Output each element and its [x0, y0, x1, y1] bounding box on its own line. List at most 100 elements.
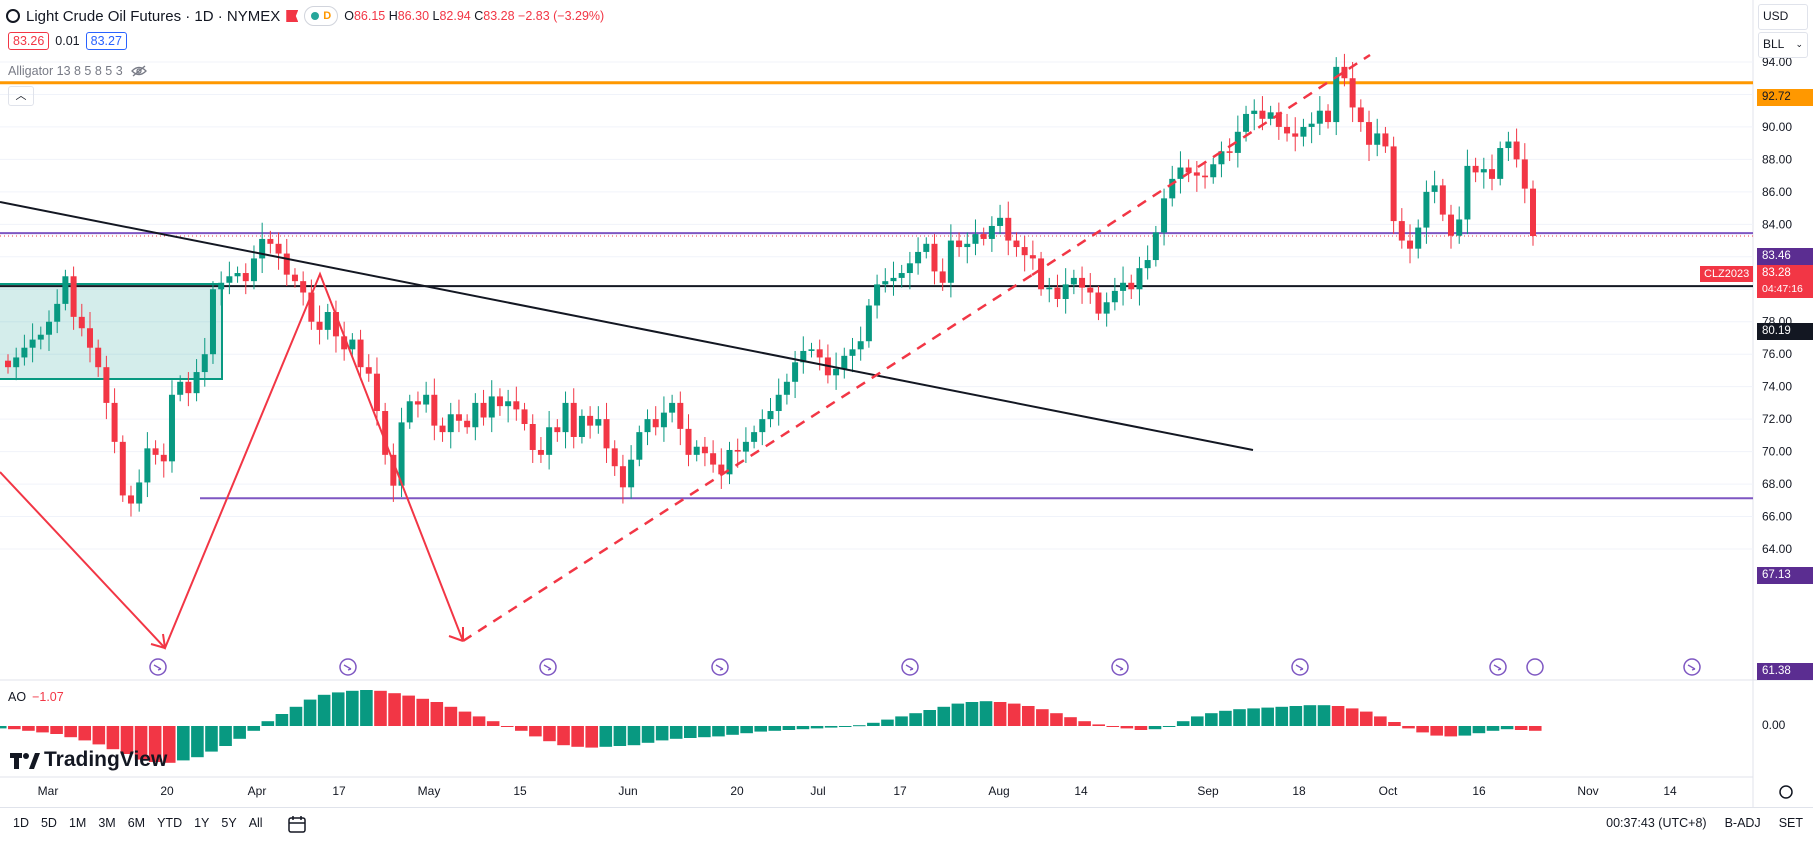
candle-body	[874, 284, 881, 306]
candle-body	[1439, 185, 1446, 215]
period-button-1y[interactable]: 1Y	[194, 816, 210, 830]
price-tag-black[interactable]: 80.19	[1757, 323, 1813, 340]
unit-selector[interactable]: BLL ⌄	[1758, 32, 1808, 58]
period-button-1d[interactable]: 1D	[13, 816, 29, 830]
candle-body	[865, 305, 872, 342]
event-marker-arrow-icon	[1115, 664, 1124, 671]
candle-body	[701, 446, 708, 454]
candle-body	[988, 225, 995, 239]
ohlc-values: O86.15 H86.30 L82.94 C83.28 −2.83 (−3.29…	[344, 9, 605, 23]
candle-body	[587, 415, 594, 426]
candle-body	[1292, 133, 1299, 137]
period-button-all[interactable]: All	[248, 816, 263, 830]
y-tick-label: 64.00	[1762, 542, 1792, 556]
candle-body	[152, 448, 159, 455]
period-button-5d[interactable]: 5D	[40, 816, 57, 830]
candle-body	[1046, 287, 1053, 290]
ao-bar	[1036, 709, 1049, 726]
period-button-ytd[interactable]: YTD	[157, 816, 183, 830]
candle-body	[119, 441, 126, 496]
candle-body	[783, 381, 790, 395]
ao-bar	[50, 726, 63, 734]
x-tick-label: 14	[1663, 784, 1677, 798]
candle-body	[1521, 159, 1528, 189]
currency-selector[interactable]: USD	[1758, 4, 1808, 30]
tradingview-logo[interactable]: TradingView	[10, 748, 167, 772]
candle-body	[1218, 151, 1225, 165]
bid-button[interactable]: 83.26	[8, 32, 50, 50]
candle-body	[1005, 217, 1012, 241]
ao-bar	[754, 726, 767, 732]
ao-bar	[1500, 726, 1514, 730]
ao-bar	[571, 726, 584, 747]
ao-bar	[965, 702, 979, 726]
candle-body	[1259, 110, 1266, 119]
x-tick-label: Sep	[1197, 784, 1219, 798]
ao-bar	[543, 726, 556, 742]
candle-body	[1284, 126, 1291, 134]
candle-body	[496, 396, 503, 407]
market-status-badge[interactable]: D	[304, 6, 339, 26]
candle-body	[1193, 172, 1200, 176]
ao-value: −1.07	[32, 690, 64, 704]
chevron-up-icon: ︿	[15, 90, 27, 102]
zigzag-path	[0, 271, 464, 650]
period-button-6m[interactable]: 6M	[127, 816, 146, 830]
ao-bar	[909, 713, 922, 726]
candle-body	[857, 341, 864, 350]
ao-bar	[1331, 706, 1345, 726]
ao-bar	[1233, 709, 1246, 726]
candle-body	[324, 311, 331, 330]
ao-bar	[655, 726, 669, 741]
y-tick-label: 84.00	[1762, 217, 1792, 231]
candle-body	[414, 401, 421, 405]
candle-body	[849, 349, 856, 356]
candle-body	[1390, 146, 1397, 222]
indicator-legend[interactable]: Alligator 13 8 5 8 5 3	[8, 64, 147, 78]
price-tag-orange[interactable]: 92.72	[1757, 89, 1813, 106]
ao-bar	[92, 726, 106, 745]
candle-body	[554, 427, 561, 433]
candle-body	[652, 419, 659, 428]
candle-body	[1120, 282, 1127, 291]
period-button-1m[interactable]: 1M	[68, 816, 87, 830]
ao-bar	[1219, 710, 1232, 726]
ask-button[interactable]: 83.27	[85, 32, 127, 50]
ao-bar	[275, 714, 289, 726]
candle-body	[37, 334, 44, 340]
period-button-3m[interactable]: 3M	[98, 816, 116, 830]
symbol-title[interactable]: Light Crude Oil Futures · 1D · NYMEX	[26, 7, 281, 25]
candle-body	[980, 234, 987, 239]
flag-icon[interactable]	[286, 10, 299, 22]
settlement-button[interactable]: SET	[1778, 816, 1803, 830]
calendar-icon[interactable]	[287, 814, 307, 834]
collapse-legend-button[interactable]: ︿	[8, 86, 34, 106]
y-tick-label: 94.00	[1762, 55, 1792, 69]
eye-hidden-icon[interactable]	[130, 65, 147, 77]
chart-canvas[interactable]: 94.0092.0090.0088.0086.0084.0082.0078.00…	[0, 0, 1813, 807]
candle-body	[1234, 131, 1241, 153]
price-tag-purple-bottom[interactable]: 67.13	[1757, 567, 1813, 584]
demand-zone	[0, 283, 223, 380]
price-tag-current[interactable]: 83.28	[1757, 265, 1813, 282]
candle-body	[710, 453, 717, 465]
dashed-trend-2	[1031, 53, 1371, 277]
ao-bar	[698, 726, 711, 738]
x-tick-label: Apr	[248, 784, 267, 798]
candle-body	[636, 432, 643, 460]
high-value: 86.30	[397, 9, 430, 23]
ao-legend[interactable]: AO −1.07	[8, 690, 64, 704]
price-tag-purple-top[interactable]: 83.46	[1757, 248, 1813, 265]
ao-bar	[1148, 726, 1162, 730]
ao-label: AO	[8, 690, 27, 704]
candle-body	[1456, 219, 1463, 236]
settings-gear-icon[interactable]	[1779, 785, 1793, 799]
candle-body	[611, 448, 618, 467]
candle-body	[1111, 290, 1118, 303]
clock-label[interactable]: 00:37:43 (UTC+8)	[1606, 816, 1707, 830]
candle-body	[1103, 302, 1110, 314]
period-button-5y[interactable]: 5Y	[221, 816, 237, 830]
candle-body	[1333, 66, 1340, 123]
candle-body	[734, 449, 741, 452]
b-adj-button[interactable]: B-ADJ	[1724, 816, 1761, 830]
